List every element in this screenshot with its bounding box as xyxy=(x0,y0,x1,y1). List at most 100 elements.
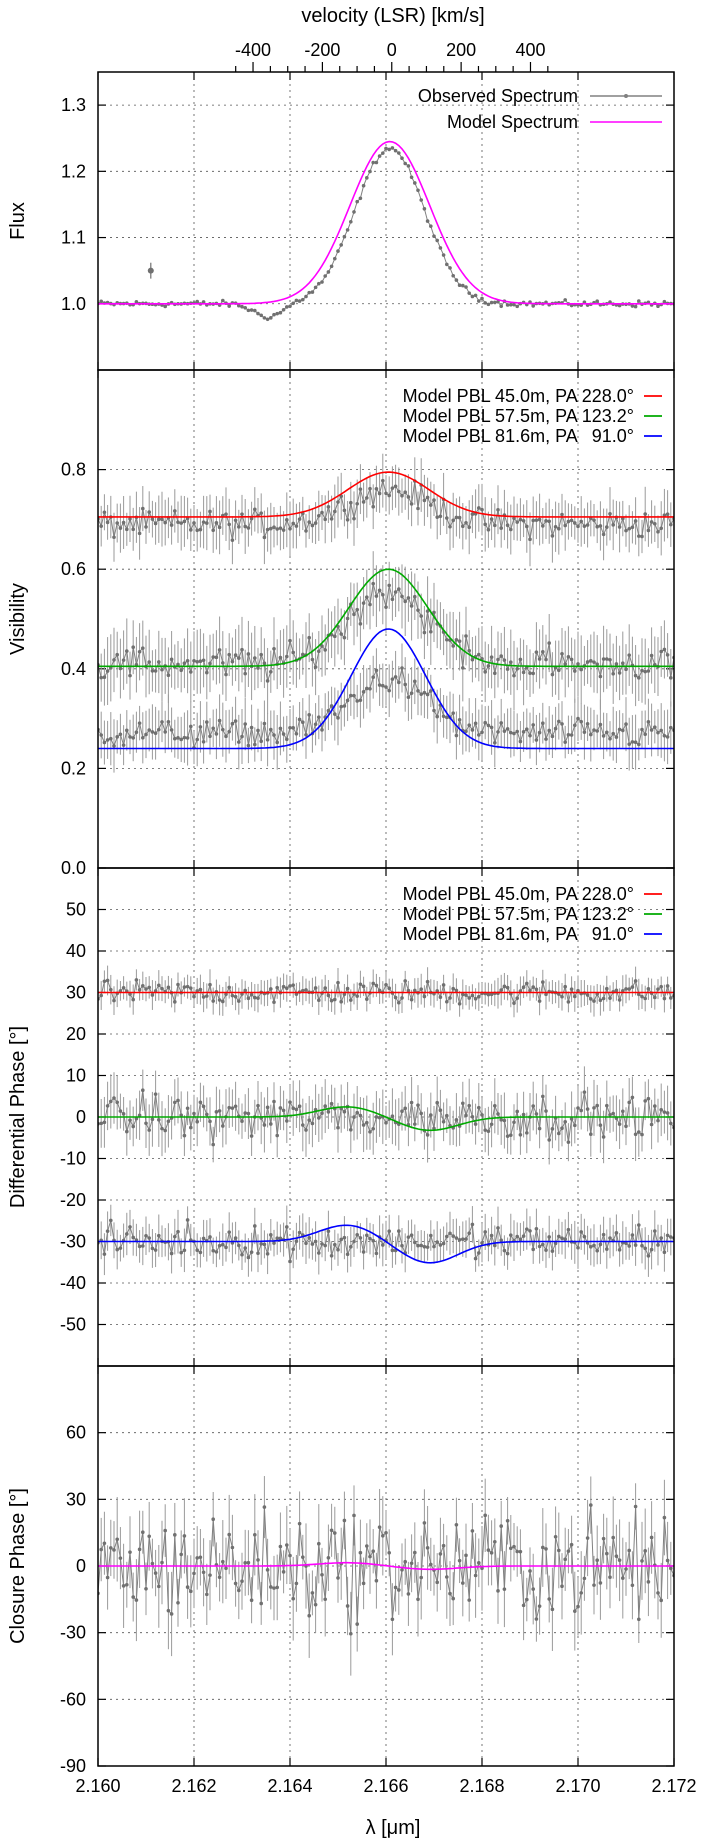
data-point xyxy=(339,999,344,1004)
data-point xyxy=(227,304,231,308)
data-point xyxy=(512,302,516,307)
data-point xyxy=(211,1248,215,1253)
data-point xyxy=(243,305,247,310)
data-point xyxy=(371,581,376,586)
data-point xyxy=(502,658,507,662)
data-point xyxy=(131,1595,135,1599)
data-point xyxy=(237,1588,241,1593)
data-point xyxy=(285,986,289,991)
data-point xyxy=(144,732,148,737)
data-point xyxy=(496,507,500,512)
data-point xyxy=(163,304,167,309)
data-point xyxy=(397,680,401,685)
data-point xyxy=(662,647,667,652)
data-point xyxy=(400,996,404,1000)
data-point xyxy=(240,1579,244,1584)
data-point xyxy=(336,1125,340,1130)
data-point xyxy=(214,732,219,736)
data-point xyxy=(528,1229,532,1233)
data-point xyxy=(285,1543,289,1547)
data-point xyxy=(416,188,420,193)
data-point xyxy=(464,1553,468,1558)
data-point xyxy=(374,487,379,491)
data-point xyxy=(445,516,449,520)
data-point xyxy=(339,704,344,709)
data-point xyxy=(333,997,337,1002)
data-point xyxy=(515,1549,519,1554)
data-point xyxy=(368,1236,372,1241)
data-point xyxy=(349,500,353,505)
data-point xyxy=(425,692,430,697)
data-point xyxy=(640,1559,644,1563)
data-point xyxy=(528,1569,532,1573)
data-point xyxy=(425,1245,430,1249)
data-point xyxy=(598,722,603,727)
data-point xyxy=(566,732,571,737)
data-point xyxy=(99,993,103,998)
data-point xyxy=(483,1128,488,1132)
data-point xyxy=(323,1104,328,1108)
data-point xyxy=(333,256,337,261)
panel-closurephase: -90 -60 -30 0 30 60 2.160 2.162 2.164 2.166 2.168 2… xyxy=(7,1365,697,1796)
data-point xyxy=(297,517,302,521)
data-point xyxy=(185,1585,190,1589)
data-point xyxy=(406,495,411,499)
data-point xyxy=(445,1234,449,1239)
data-point xyxy=(262,1505,267,1509)
data-point xyxy=(451,644,456,648)
data-point xyxy=(633,304,638,309)
data-point xyxy=(653,521,657,526)
data-point xyxy=(288,984,292,988)
data-point xyxy=(179,521,183,525)
data-point xyxy=(368,602,372,607)
data-point xyxy=(128,1118,132,1122)
data-point xyxy=(496,657,500,662)
data-point xyxy=(253,1532,257,1537)
data-point xyxy=(105,520,110,525)
data-point xyxy=(99,1547,103,1552)
data-point xyxy=(531,671,535,676)
data-point xyxy=(275,740,280,745)
data-point xyxy=(253,742,257,747)
data-point xyxy=(493,300,497,305)
data-point xyxy=(240,1252,244,1257)
x-tick-label: 2.162 xyxy=(171,1776,216,1796)
data-point xyxy=(109,736,113,741)
data-point xyxy=(605,525,609,529)
data-point xyxy=(371,1126,376,1131)
data-point xyxy=(515,1109,519,1114)
data-point xyxy=(627,987,631,991)
data-point xyxy=(464,634,468,638)
data-point xyxy=(326,993,331,998)
data-point xyxy=(425,979,430,984)
data-point xyxy=(528,988,532,993)
data-point xyxy=(285,518,289,522)
y-axis-title: Differential Phase [°] xyxy=(7,1026,29,1208)
y-axis-title: Visibility xyxy=(7,583,29,655)
data-point xyxy=(227,1532,231,1537)
data-point xyxy=(649,1535,654,1540)
data-point xyxy=(598,1123,603,1128)
data-point xyxy=(521,1234,526,1238)
data-point xyxy=(509,302,513,307)
data-point xyxy=(317,649,321,654)
data-point xyxy=(470,1115,475,1119)
data-point xyxy=(541,1094,545,1099)
data-point xyxy=(400,1243,404,1248)
data-point xyxy=(585,660,590,664)
data-point xyxy=(493,1243,497,1248)
data-point xyxy=(563,1557,567,1562)
data-point xyxy=(509,527,513,532)
data-point xyxy=(589,1132,593,1137)
data-point xyxy=(461,1101,465,1106)
data-point xyxy=(448,1231,452,1236)
data-point xyxy=(176,1600,180,1605)
data-point xyxy=(198,725,203,729)
data-point xyxy=(256,311,260,316)
data-point xyxy=(384,685,388,689)
data-point xyxy=(153,669,158,673)
data-point xyxy=(633,1243,638,1247)
data-point xyxy=(189,1125,193,1130)
data-point xyxy=(358,1236,363,1240)
data-point xyxy=(429,629,433,634)
